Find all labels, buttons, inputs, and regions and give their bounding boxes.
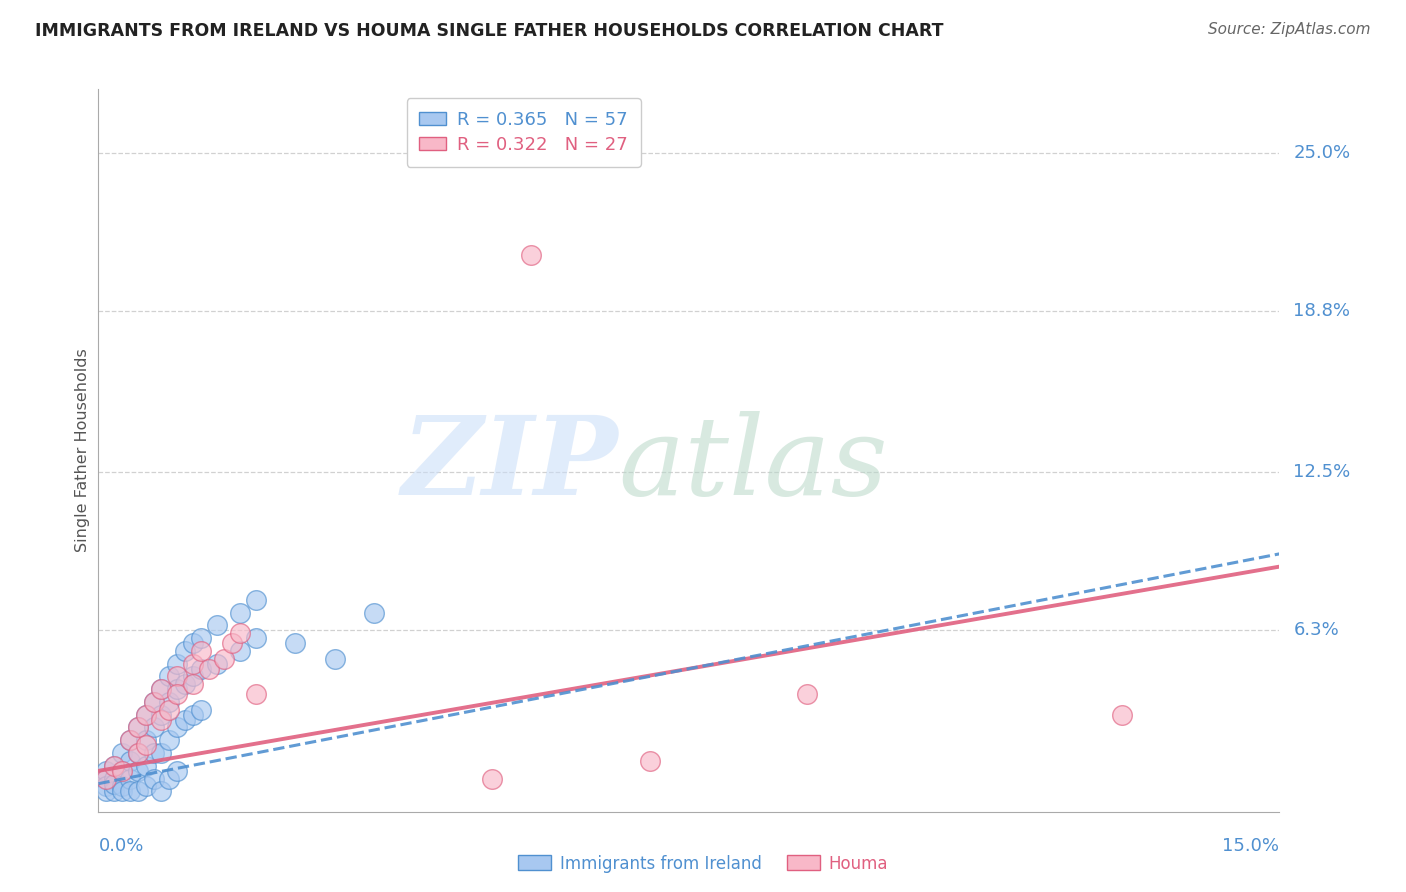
Point	[135, 758, 157, 772]
Point	[142, 746, 165, 760]
Point	[245, 687, 267, 701]
Point	[205, 618, 228, 632]
Point	[127, 764, 149, 778]
Point	[150, 707, 173, 722]
Point	[127, 746, 149, 760]
Point	[245, 592, 267, 607]
Point	[135, 707, 157, 722]
Point	[1111, 707, 1133, 722]
Point	[150, 682, 173, 697]
Point	[127, 721, 149, 735]
Legend: R = 0.365   N = 57, R = 0.322   N = 27: R = 0.365 N = 57, R = 0.322 N = 27	[406, 98, 641, 167]
Point	[150, 713, 173, 727]
Point	[150, 746, 173, 760]
Point	[190, 662, 212, 676]
Point	[103, 777, 125, 791]
Point	[166, 682, 188, 697]
Text: atlas: atlas	[619, 411, 887, 518]
Point	[174, 644, 197, 658]
Point	[111, 779, 134, 793]
Point	[214, 651, 236, 665]
Text: 15.0%: 15.0%	[1222, 837, 1279, 855]
Point	[221, 636, 243, 650]
Point	[181, 707, 204, 722]
Point	[323, 651, 346, 665]
Point	[118, 754, 141, 768]
Point	[157, 772, 180, 786]
Point	[181, 677, 204, 691]
Point	[166, 721, 188, 735]
Point	[150, 784, 173, 798]
Text: ZIP: ZIP	[402, 411, 619, 518]
Point	[135, 779, 157, 793]
Text: IMMIGRANTS FROM IRELAND VS HOUMA SINGLE FATHER HOUSEHOLDS CORRELATION CHART: IMMIGRANTS FROM IRELAND VS HOUMA SINGLE …	[35, 22, 943, 40]
Point	[103, 758, 125, 772]
Point	[127, 746, 149, 760]
Point	[96, 784, 118, 798]
Point	[135, 707, 157, 722]
Text: 0.0%: 0.0%	[98, 837, 143, 855]
Point	[166, 687, 188, 701]
Legend: Immigrants from Ireland, Houma: Immigrants from Ireland, Houma	[512, 848, 894, 880]
Point	[111, 764, 134, 778]
Point	[181, 636, 204, 650]
Y-axis label: Single Father Households: Single Father Households	[75, 349, 90, 552]
Point	[638, 754, 661, 768]
Point	[96, 779, 118, 793]
Point	[229, 644, 252, 658]
Point	[190, 631, 212, 645]
Point	[229, 606, 252, 620]
Point	[142, 772, 165, 786]
Text: 18.8%: 18.8%	[1294, 302, 1350, 320]
Point	[96, 764, 118, 778]
Point	[127, 721, 149, 735]
Point	[174, 713, 197, 727]
Point	[245, 631, 267, 645]
Point	[197, 662, 219, 676]
Point	[96, 772, 118, 786]
Point	[118, 772, 141, 786]
Point	[142, 695, 165, 709]
Text: 12.5%: 12.5%	[1294, 463, 1351, 481]
Point	[520, 248, 543, 262]
Point	[363, 606, 385, 620]
Point	[127, 784, 149, 798]
Point	[157, 733, 180, 747]
Point	[796, 687, 818, 701]
Point	[111, 764, 134, 778]
Point	[135, 733, 157, 747]
Point	[205, 657, 228, 671]
Point	[103, 772, 125, 786]
Point	[481, 772, 503, 786]
Point	[181, 669, 204, 683]
Point	[103, 784, 125, 798]
Point	[166, 657, 188, 671]
Point	[118, 784, 141, 798]
Point	[166, 764, 188, 778]
Point	[166, 669, 188, 683]
Text: 25.0%: 25.0%	[1294, 144, 1351, 162]
Point	[118, 733, 141, 747]
Point	[157, 669, 180, 683]
Point	[135, 739, 157, 753]
Point	[190, 644, 212, 658]
Text: Source: ZipAtlas.com: Source: ZipAtlas.com	[1208, 22, 1371, 37]
Point	[190, 703, 212, 717]
Point	[150, 682, 173, 697]
Point	[111, 784, 134, 798]
Point	[174, 677, 197, 691]
Point	[157, 703, 180, 717]
Point	[229, 626, 252, 640]
Point	[157, 695, 180, 709]
Point	[142, 721, 165, 735]
Point	[96, 772, 118, 786]
Point	[118, 733, 141, 747]
Point	[142, 695, 165, 709]
Point	[284, 636, 307, 650]
Point	[181, 657, 204, 671]
Text: 6.3%: 6.3%	[1294, 622, 1339, 640]
Point	[103, 758, 125, 772]
Point	[111, 746, 134, 760]
